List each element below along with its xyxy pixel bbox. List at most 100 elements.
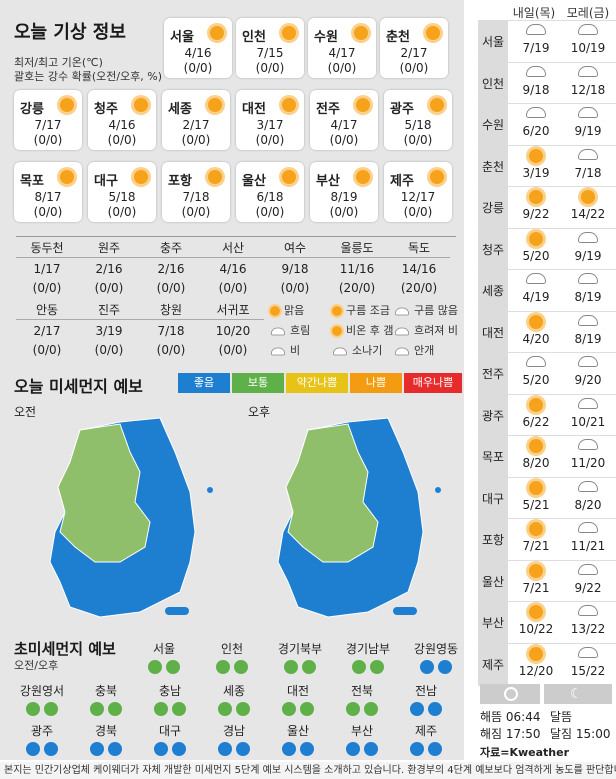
pm-am-dot — [148, 660, 162, 674]
pm-region: 충북 — [70, 682, 142, 719]
forecast-day1-temp: 5/20 — [522, 248, 550, 263]
small-city: 서산 4/16 (0/0) — [202, 238, 264, 296]
dust-level-key: 매우나쁨 — [404, 373, 462, 393]
small-city-name: 서산 — [202, 238, 264, 258]
legend-label: 구름 많음 — [414, 304, 458, 317]
small-city-temp: 9/18 — [281, 262, 309, 276]
moonset: 달짐 15:00 — [550, 727, 611, 741]
forecast-city: 제주 — [478, 643, 508, 686]
small-city: 서귀포 10/20 (0/0) — [202, 300, 264, 358]
forecast-city: 전주 — [478, 353, 508, 395]
pm-region-name: 인천 — [220, 642, 244, 656]
pm-region-name: 서울 — [152, 642, 176, 656]
legend-label: 흐려져 비 — [414, 324, 458, 337]
pm-region: 제주 — [390, 722, 462, 759]
forecast-row: 제주 12/20 15/22 — [478, 642, 616, 686]
forecast-day2-temp: 10/19 — [570, 41, 606, 55]
forecast-row: 부산 10/22 13/22 — [478, 601, 616, 644]
forecast-row: 울산 7/21 9/22 — [478, 559, 616, 603]
small-city: 원주 2/16 (0/0) — [78, 238, 140, 296]
pm-am-dot — [26, 742, 40, 756]
forecast-city: 대구 — [478, 477, 508, 520]
pm-am-dot — [346, 702, 360, 716]
cloud-icon — [526, 65, 546, 77]
small-city-prob: (20/0) — [338, 281, 376, 295]
small-city-prob: (0/0) — [94, 343, 124, 357]
sun-icon — [356, 98, 370, 112]
city-card: 인천 7/15 (0/0) — [236, 18, 304, 78]
pm-pm-dot — [108, 702, 122, 716]
forecast-row: 전주 5/20 9/20 — [478, 352, 616, 395]
pm-pm-dot — [364, 742, 378, 756]
small-city-name: 동두천 — [16, 238, 78, 258]
forecast-day1-temp: 4/20 — [522, 331, 550, 346]
forecast-row: 대전 4/20 8/19 — [478, 310, 616, 354]
legend-icon — [271, 327, 285, 335]
city-card: 울산 6/18 (0/0) — [236, 162, 304, 222]
forecast-day2-temp: 10/21 — [570, 414, 606, 429]
forecast-day1-temp: 6/20 — [522, 124, 550, 138]
city-name: 포항 — [168, 174, 192, 189]
pm-region: 경기북부 — [264, 640, 336, 677]
city-temp: 4/17 — [330, 118, 358, 132]
forecast-day1-temp: 5/21 — [522, 497, 550, 512]
map-pm-green — [285, 423, 379, 563]
pm-region: 부산 — [326, 722, 398, 759]
pm-region: 충남 — [134, 682, 206, 719]
legend-label: 안개 — [414, 344, 435, 357]
forecast-city: 춘천 — [478, 145, 508, 188]
forecast-day2-temp: 9/19 — [574, 248, 602, 263]
small-city-name: 원주 — [78, 238, 140, 258]
forecast-city: 서울 — [478, 21, 508, 63]
small-city-prob: (0/0) — [156, 281, 186, 295]
sun-icon — [134, 98, 148, 112]
sunset: 해짐 17:50 — [480, 727, 541, 741]
city-prob: (0/0) — [329, 205, 359, 219]
legend-icon — [332, 306, 342, 316]
forecast-row: 인천 9/18 12/18 — [478, 61, 616, 105]
forecast-city: 광주 — [478, 394, 508, 437]
legend-icon — [270, 306, 280, 316]
forecast-city: 세종 — [478, 270, 508, 312]
city-prob: (0/0) — [183, 61, 213, 75]
city-name: 울산 — [242, 174, 266, 189]
pm-region-name: 전북 — [350, 684, 374, 698]
cloud-icon — [578, 522, 598, 533]
pm-region-name: 대구 — [158, 724, 182, 738]
cloud-icon — [578, 148, 598, 160]
pm-region: 광주 — [6, 722, 78, 759]
city-temp: 7/15 — [256, 46, 284, 60]
pm-region-name: 경북 — [94, 724, 118, 738]
pm-pm-dot — [428, 702, 442, 716]
sun-icon — [529, 231, 543, 246]
sun-icon — [529, 148, 543, 163]
small-city-temp: 11/16 — [339, 262, 375, 276]
forecast-day1-temp: 9/18 — [522, 82, 550, 97]
sun-icon — [529, 563, 543, 578]
legend-item: 구름 조금 — [330, 302, 390, 318]
city-prob: (0/0) — [399, 61, 429, 75]
forecast-day1-temp: 12/20 — [518, 663, 554, 678]
pm-pm-dot — [172, 702, 186, 716]
city-prob: (0/0) — [107, 205, 137, 219]
city-name: 목포 — [20, 174, 44, 189]
forecast-city: 수원 — [478, 104, 508, 146]
cloud-icon — [526, 273, 546, 284]
pm-label: 오후 — [248, 405, 271, 419]
legend-item: 구름 많음 — [392, 302, 458, 318]
cloud-icon — [578, 65, 598, 77]
small-city-prob: (0/0) — [218, 281, 248, 295]
city-name: 부산 — [316, 174, 340, 189]
forecast-row: 대구 5/21 8/20 — [478, 476, 616, 520]
dust-title: 오늘 미세먼지 예보 — [14, 377, 143, 396]
city-name: 제주 — [390, 174, 414, 189]
dust-level-key: 보통 — [232, 373, 284, 393]
city-card: 강릉 7/17 (0/0) — [14, 90, 82, 150]
small-city-temp: 4/16 — [219, 262, 247, 276]
pm-region-name: 전남 — [414, 684, 438, 698]
header-day2: 모레(금) — [566, 6, 610, 20]
small-city-prob: (0/0) — [32, 281, 62, 295]
cloud-icon — [578, 397, 598, 409]
city-temp: 7/18 — [182, 190, 210, 204]
city-temp: 2/17 — [400, 46, 428, 60]
